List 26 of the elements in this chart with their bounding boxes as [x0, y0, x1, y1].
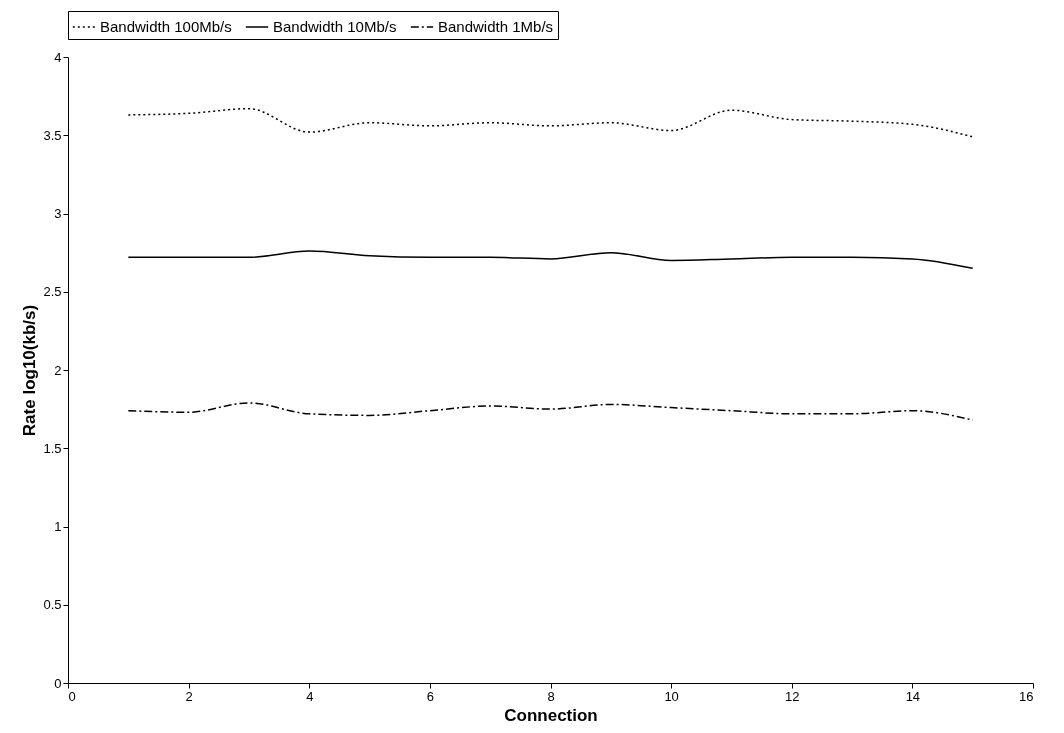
- line-series: [127, 107, 974, 138]
- x-axis-title: Connection: [504, 705, 598, 725]
- x-tick-label: 14: [905, 688, 921, 704]
- x-tick-label: 8: [547, 688, 555, 704]
- y-tick-label: 1.5: [43, 440, 62, 456]
- y-tick-label: 3: [54, 206, 62, 221]
- y-tick-label: 2: [54, 362, 62, 378]
- y-tick-label: 0.5: [43, 597, 62, 613]
- y-tick-label: 0: [54, 675, 62, 691]
- x-tick-label: 0: [68, 688, 76, 704]
- x-tick-label: 4: [306, 688, 314, 704]
- legend-label: Bandwidth 10Mb/s: [273, 18, 397, 35]
- legend-label: Bandwidth 1Mb/s: [438, 18, 554, 35]
- x-tick-label: 2: [185, 688, 193, 704]
- x-tick-label: 16: [1019, 688, 1034, 704]
- x-tick-label: 12: [785, 688, 800, 704]
- legend-label: Bandwidth 100Mb/s: [100, 18, 232, 35]
- x-tick-label: 6: [426, 688, 434, 704]
- y-tick-label: 1: [54, 519, 62, 534]
- line-series: [127, 250, 974, 270]
- x-tick-label: 10: [664, 688, 679, 704]
- line-series: [127, 402, 974, 421]
- y-axis-title: Rate log10(kb/s): [20, 304, 40, 437]
- y-tick-label: 4: [54, 49, 62, 65]
- y-tick-label: 2.5: [43, 284, 62, 300]
- y-tick-label: 3.5: [43, 127, 62, 143]
